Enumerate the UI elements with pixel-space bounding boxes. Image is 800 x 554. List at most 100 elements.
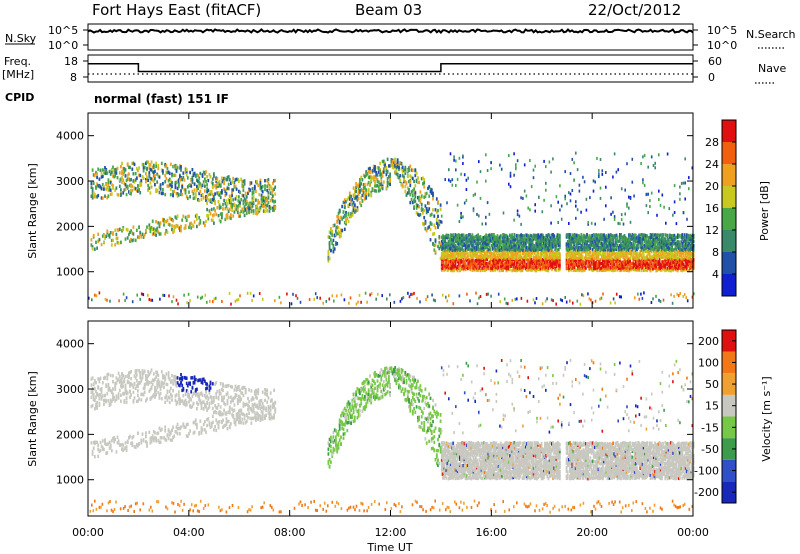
power-cell: [552, 262, 554, 266]
power-cell: [596, 254, 599, 258]
power-cell: [616, 243, 619, 248]
power-cell: [215, 296, 217, 300]
power-cell: [680, 247, 683, 252]
power-cell: [420, 177, 423, 181]
power-cell: [663, 267, 666, 272]
power-cell: [370, 175, 373, 179]
power-cell: [640, 266, 643, 270]
power-cell: [527, 234, 529, 238]
power-cell: [232, 176, 235, 181]
power-cell: [209, 192, 212, 196]
power-cell: [540, 248, 543, 252]
power-cell: [149, 167, 152, 172]
power-cell: [114, 188, 117, 192]
power-cell: [485, 267, 487, 272]
power-cell: [470, 237, 473, 241]
power-cell: [445, 233, 448, 237]
power-cell: [602, 252, 604, 256]
power-cell: [619, 244, 621, 248]
power-cell: [513, 258, 516, 262]
power-cell: [577, 262, 579, 266]
power-cell: [516, 209, 519, 213]
power-cell: [446, 299, 449, 303]
power-cell: [622, 252, 625, 256]
power-cell: [450, 233, 452, 237]
power-cell: [470, 247, 473, 251]
power-cell: [620, 266, 622, 271]
power-cell: [603, 268, 605, 272]
power-cell: [653, 255, 655, 260]
power-cell: [566, 248, 569, 252]
power-cell: [658, 257, 661, 262]
power-cell: [450, 260, 452, 264]
power-cell: [154, 229, 156, 234]
power-cell: [423, 222, 426, 226]
power-cell: [627, 266, 629, 270]
power-cell: [527, 237, 529, 242]
power-cell: [110, 183, 113, 187]
power-cell: [546, 256, 549, 260]
power-cell: [328, 230, 331, 234]
power-cell: [602, 259, 604, 263]
power-cell: [577, 248, 579, 252]
power-cell: [514, 238, 517, 242]
power-cell: [462, 254, 465, 258]
power-cell: [164, 173, 167, 178]
power-cell: [226, 207, 229, 211]
power-cell: [662, 233, 664, 237]
power-cell: [649, 248, 652, 252]
power-cell: [472, 268, 475, 272]
power-cell: [155, 228, 157, 232]
power-cell: [600, 296, 603, 300]
power-cell: [671, 264, 673, 269]
power-cell: [332, 224, 335, 228]
power-cell: [622, 240, 625, 244]
power-cell: [469, 254, 472, 258]
power-cell: [581, 264, 584, 268]
power-cell: [596, 238, 599, 242]
power-cell: [488, 241, 491, 245]
power-cell: [380, 185, 383, 190]
power-cell: [514, 251, 517, 256]
power-cell: [454, 238, 457, 242]
power-cell: [221, 212, 223, 216]
power-cell: [523, 189, 526, 193]
power-cell: [239, 190, 241, 195]
power-cell: [445, 235, 448, 239]
power-cell: [541, 252, 544, 256]
power-cell: [437, 208, 439, 213]
power-cell: [332, 238, 335, 243]
power-cell: [219, 191, 222, 195]
power-cell: [531, 245, 534, 249]
power-cell: [687, 264, 689, 268]
power-cell: [656, 239, 659, 243]
power-cell: [630, 235, 633, 239]
power-cell: [496, 253, 499, 258]
power-cell: [496, 243, 499, 248]
power-cell: [337, 215, 340, 219]
power-cell: [569, 243, 571, 248]
power-cell: [692, 244, 695, 248]
power-cell: [690, 252, 693, 256]
power-cell: [573, 239, 576, 244]
power-cell: [389, 178, 391, 182]
power-cell: [243, 209, 246, 213]
power-cell: [488, 212, 491, 216]
power-cell: [179, 179, 181, 183]
power-cell: [236, 199, 239, 203]
power-cell: [614, 234, 617, 238]
power-cell: [447, 247, 450, 251]
power-cell: [668, 246, 671, 250]
power-cell: [196, 224, 198, 229]
power-cell: [442, 234, 444, 238]
power-cell: [666, 266, 669, 270]
power-cell: [622, 255, 625, 259]
power-cell: [676, 292, 678, 296]
power-cell: [502, 258, 504, 262]
power-cell: [456, 256, 459, 260]
power-cell: [461, 235, 464, 240]
power-cell: [513, 241, 516, 245]
power-cell: [433, 243, 436, 247]
power-cell: [337, 217, 340, 221]
power-cell: [452, 241, 455, 246]
